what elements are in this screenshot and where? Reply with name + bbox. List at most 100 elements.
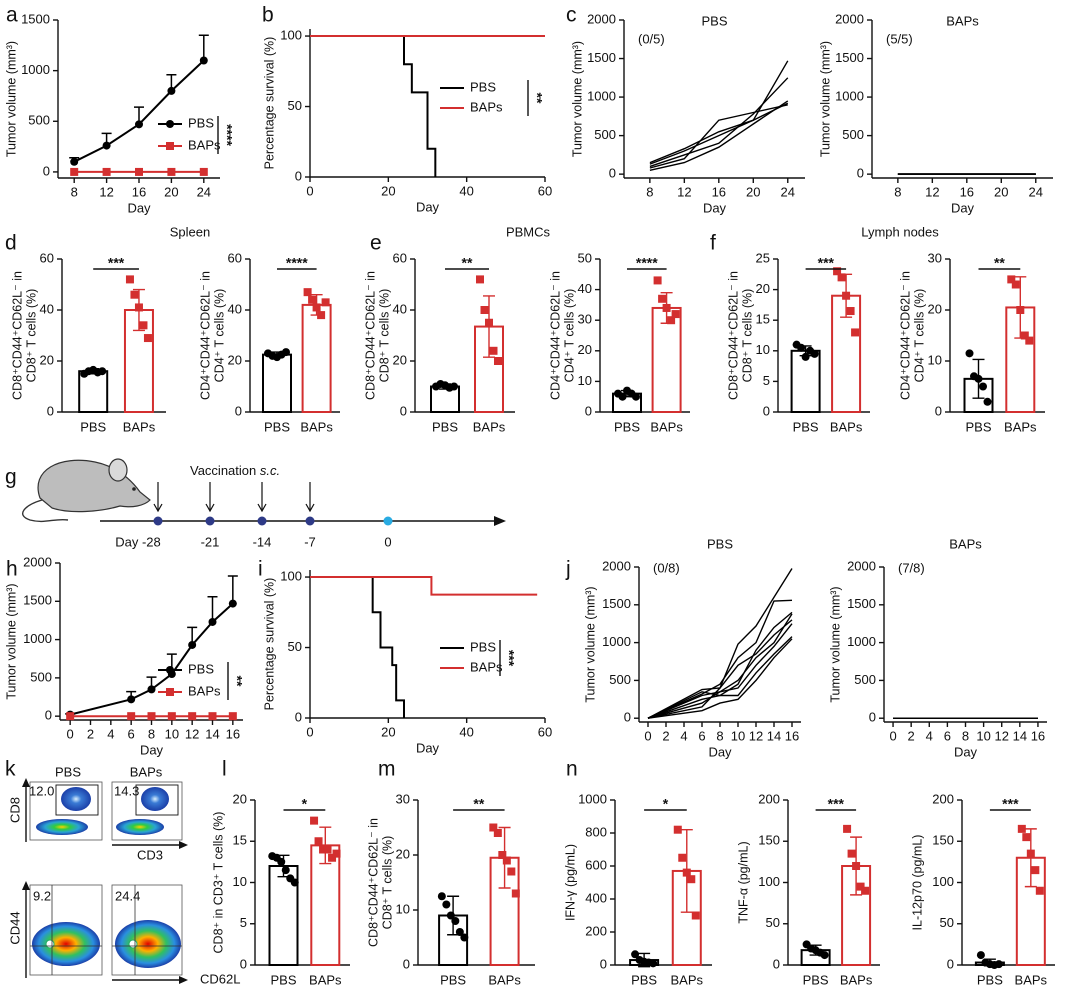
data-point xyxy=(493,829,502,837)
y-tick-label: 200 xyxy=(932,791,954,806)
y-tick-label: 2000 xyxy=(835,11,864,26)
y-axis-label: CD8⁺ T cells (%) xyxy=(380,836,394,930)
arrowhead xyxy=(22,778,30,787)
panel-letter: k xyxy=(5,758,16,781)
data-point xyxy=(66,712,75,721)
day-label: Day -28 xyxy=(115,534,161,549)
x-tick-label: 8 xyxy=(962,728,969,743)
population xyxy=(61,787,91,811)
y-tick-label: 0 xyxy=(400,403,407,418)
data-point xyxy=(837,273,846,282)
survival-curve xyxy=(310,576,405,718)
timepoints xyxy=(153,516,393,526)
panel-letter: g xyxy=(5,466,17,489)
x-tick-label: BAPs xyxy=(309,972,342,987)
y-tick-label: 1000 xyxy=(835,89,864,104)
y-tick-label: 20 xyxy=(756,281,770,296)
y-tick-label: 40 xyxy=(228,301,242,316)
y-tick-label: 500 xyxy=(30,669,52,684)
x-tick-label: 14 xyxy=(767,728,781,743)
significance: **** xyxy=(219,124,235,146)
significance: **** xyxy=(286,255,308,271)
data-point xyxy=(167,712,176,721)
error-bar xyxy=(319,826,332,865)
significance: ** xyxy=(994,255,1005,271)
x-axis-label: Day xyxy=(127,200,151,215)
individual-curve xyxy=(647,568,793,719)
y-tick-label: 60 xyxy=(40,250,54,265)
data-point xyxy=(125,275,134,284)
data-point xyxy=(308,295,317,304)
y-tick-label: 5 xyxy=(240,915,247,930)
day-label: -7 xyxy=(304,534,316,549)
y-tick-label: 500 xyxy=(594,127,616,142)
y-axis-label: Percentage survival (%) xyxy=(262,37,276,170)
significance: *** xyxy=(1002,796,1019,812)
x-tick-label: BAPs xyxy=(473,419,506,434)
data-point xyxy=(843,824,852,833)
data-point xyxy=(632,392,640,401)
x-tick-label: 16 xyxy=(960,184,974,199)
x-tick-label: 20 xyxy=(164,184,178,199)
y-tick-label: 0 xyxy=(47,403,54,418)
y-tick-label: 500 xyxy=(854,672,876,687)
y-axis-label: Tumor volume (mm³) xyxy=(583,586,597,702)
x-tick-label: 60 xyxy=(538,183,552,198)
x-axis-label: Day xyxy=(954,744,978,759)
y-axis-label: CD4⁺CD44⁺CD62L⁻ in xyxy=(548,271,562,400)
error-bar xyxy=(207,595,218,622)
data-point xyxy=(188,712,197,721)
data-point xyxy=(494,357,502,365)
y-tick-label: 1000 xyxy=(23,631,52,646)
data-point xyxy=(687,875,696,884)
population-core xyxy=(128,939,138,949)
y-tick-label: 0 xyxy=(295,168,302,183)
data-point xyxy=(455,928,464,936)
population xyxy=(32,922,100,966)
individual-curve xyxy=(647,638,793,719)
x-axis-label: Day xyxy=(708,744,732,759)
data-point xyxy=(147,712,156,721)
data-point xyxy=(451,917,460,925)
y-tick-label: 100 xyxy=(758,874,780,889)
x-tick-label: 8 xyxy=(646,184,653,199)
x-axis-label: Day xyxy=(140,742,164,757)
data-point xyxy=(691,911,700,920)
y-axis-label: TNF-α (pg/mL) xyxy=(736,841,750,923)
x-tick-label: BAPs xyxy=(300,419,333,434)
x-axis-label: Day xyxy=(416,199,440,214)
data-point xyxy=(450,382,458,391)
y-tick-label: 10 xyxy=(756,342,770,357)
individual-curve xyxy=(649,102,789,164)
y-tick-label: 500 xyxy=(842,127,864,142)
data-point xyxy=(290,878,299,887)
y-tick-label: 30 xyxy=(578,312,592,327)
y-tick-label: 40 xyxy=(578,281,592,296)
y-tick-label: 10 xyxy=(928,352,942,367)
x-tick-label: PBS xyxy=(965,419,991,434)
data-point xyxy=(682,868,691,877)
group-title: Spleen xyxy=(170,224,210,239)
y-axis-label: Tumor volume (mm³) xyxy=(4,41,18,157)
x-tick-label: 12 xyxy=(677,184,691,199)
x-tick-label: 24 xyxy=(781,184,795,199)
y-tick-label: 0 xyxy=(235,403,242,418)
data-point xyxy=(319,845,328,854)
y-tick-label: 1500 xyxy=(835,50,864,65)
data-point xyxy=(281,866,290,875)
chart-title: PBS xyxy=(701,13,727,28)
y-tick-label: 1500 xyxy=(23,593,52,608)
x-tick-label: 2 xyxy=(87,726,94,741)
mouse-eye xyxy=(132,487,136,491)
data-point xyxy=(127,695,136,704)
annotation: (7/8) xyxy=(898,560,925,575)
data-point xyxy=(851,328,860,337)
flow-plots: PBS BAPs 12.0 14.3 CD8 CD3 9.2 24.4 CD44… xyxy=(7,764,240,986)
x-tick-label: PBS xyxy=(793,419,819,434)
data-point xyxy=(861,886,870,895)
y-tick-label: 150 xyxy=(932,833,954,848)
annotation: (5/5) xyxy=(886,31,913,46)
data-point xyxy=(1031,866,1040,875)
data-point xyxy=(965,349,974,358)
mouse-ear xyxy=(108,458,128,482)
